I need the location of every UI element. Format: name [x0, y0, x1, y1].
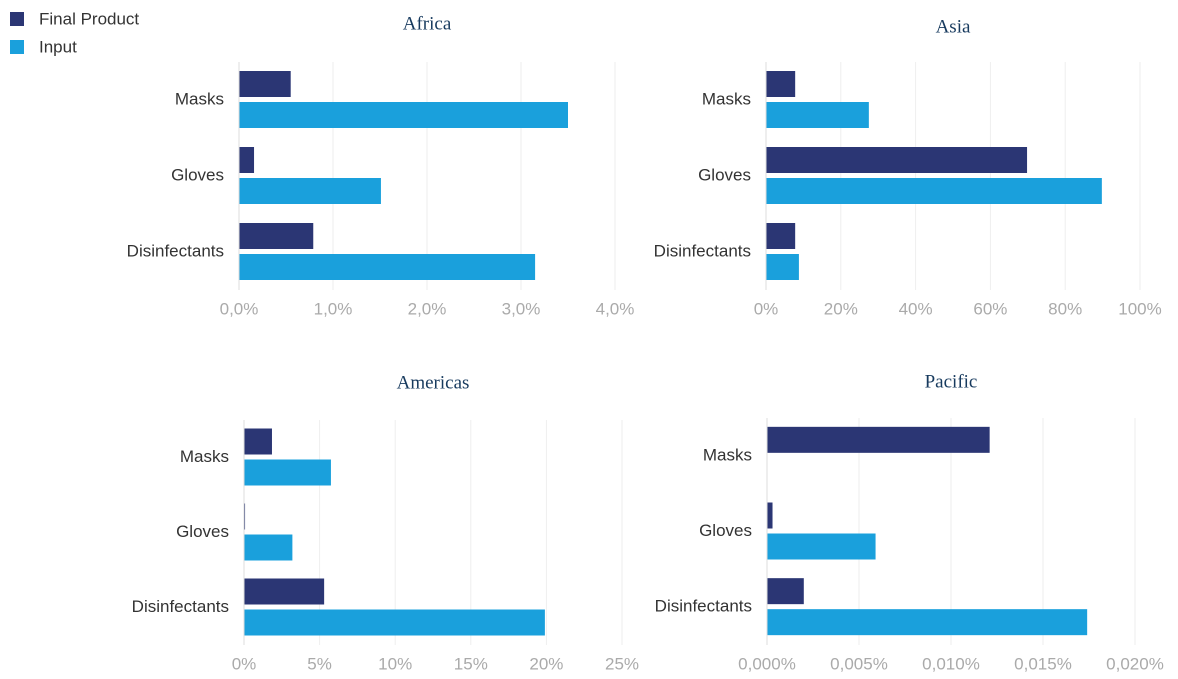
y-tick-label: Masks	[175, 89, 224, 108]
x-tick-label: 2,0%	[408, 299, 447, 318]
y-tick-label: Gloves	[698, 165, 751, 184]
chart-title: Africa	[403, 13, 452, 34]
bar	[766, 254, 799, 280]
legend-swatch	[10, 12, 24, 26]
chart-title: Asia	[936, 16, 971, 37]
bar	[766, 147, 1028, 173]
x-tick-label: 3,0%	[502, 299, 541, 318]
bar	[767, 578, 804, 605]
bar	[766, 71, 796, 97]
y-tick-label: Gloves	[699, 521, 752, 540]
bar	[244, 578, 325, 605]
y-tick-label: Disinfectants	[655, 597, 752, 616]
bar	[244, 503, 246, 530]
x-tick-label: 0,0%	[220, 299, 259, 318]
x-tick-label: 0,015%	[1014, 654, 1072, 673]
bar	[244, 459, 331, 486]
legend-label: Input	[39, 37, 77, 56]
bar	[239, 147, 255, 173]
x-tick-label: 0,020%	[1106, 654, 1164, 673]
x-tick-label: 15%	[454, 654, 488, 673]
x-tick-label: 25%	[605, 654, 639, 673]
bar	[766, 223, 796, 249]
x-tick-label: 80%	[1048, 299, 1082, 318]
y-tick-label: Gloves	[171, 165, 224, 184]
bar	[239, 71, 291, 97]
bar	[244, 428, 272, 455]
y-tick-label: Disinfectants	[127, 241, 224, 260]
x-tick-label: 60%	[973, 299, 1007, 318]
chart-title: Americas	[397, 372, 470, 393]
legend-swatch	[10, 40, 24, 54]
chart-title: Pacific	[925, 371, 978, 392]
bar	[767, 502, 773, 529]
y-tick-label: Disinfectants	[132, 597, 229, 616]
y-tick-label: Masks	[180, 447, 229, 466]
bar	[239, 102, 568, 128]
x-tick-label: 4,0%	[596, 299, 635, 318]
x-tick-label: 20%	[824, 299, 858, 318]
bar	[244, 609, 545, 636]
bar	[767, 426, 990, 453]
x-tick-label: 0%	[232, 654, 257, 673]
y-tick-label: Disinfectants	[654, 241, 751, 260]
bar	[239, 178, 381, 204]
x-tick-label: 0%	[754, 299, 779, 318]
x-tick-label: 1,0%	[314, 299, 353, 318]
bar	[766, 178, 1102, 204]
bar	[767, 609, 1088, 636]
x-tick-label: 5%	[307, 654, 332, 673]
bar	[239, 254, 536, 280]
x-tick-label: 20%	[529, 654, 563, 673]
legend-label: Final Product	[39, 9, 139, 28]
x-tick-label: 10%	[378, 654, 412, 673]
bar	[767, 533, 876, 560]
y-tick-label: Masks	[702, 89, 751, 108]
bar	[244, 534, 293, 561]
y-tick-label: Masks	[703, 445, 752, 464]
x-tick-label: 0,005%	[830, 654, 888, 673]
bar	[239, 223, 314, 249]
x-tick-label: 40%	[899, 299, 933, 318]
x-tick-label: 0,010%	[922, 654, 980, 673]
x-tick-label: 0,000%	[738, 654, 796, 673]
x-tick-label: 100%	[1118, 299, 1161, 318]
y-tick-label: Gloves	[176, 522, 229, 541]
bar	[766, 102, 869, 128]
